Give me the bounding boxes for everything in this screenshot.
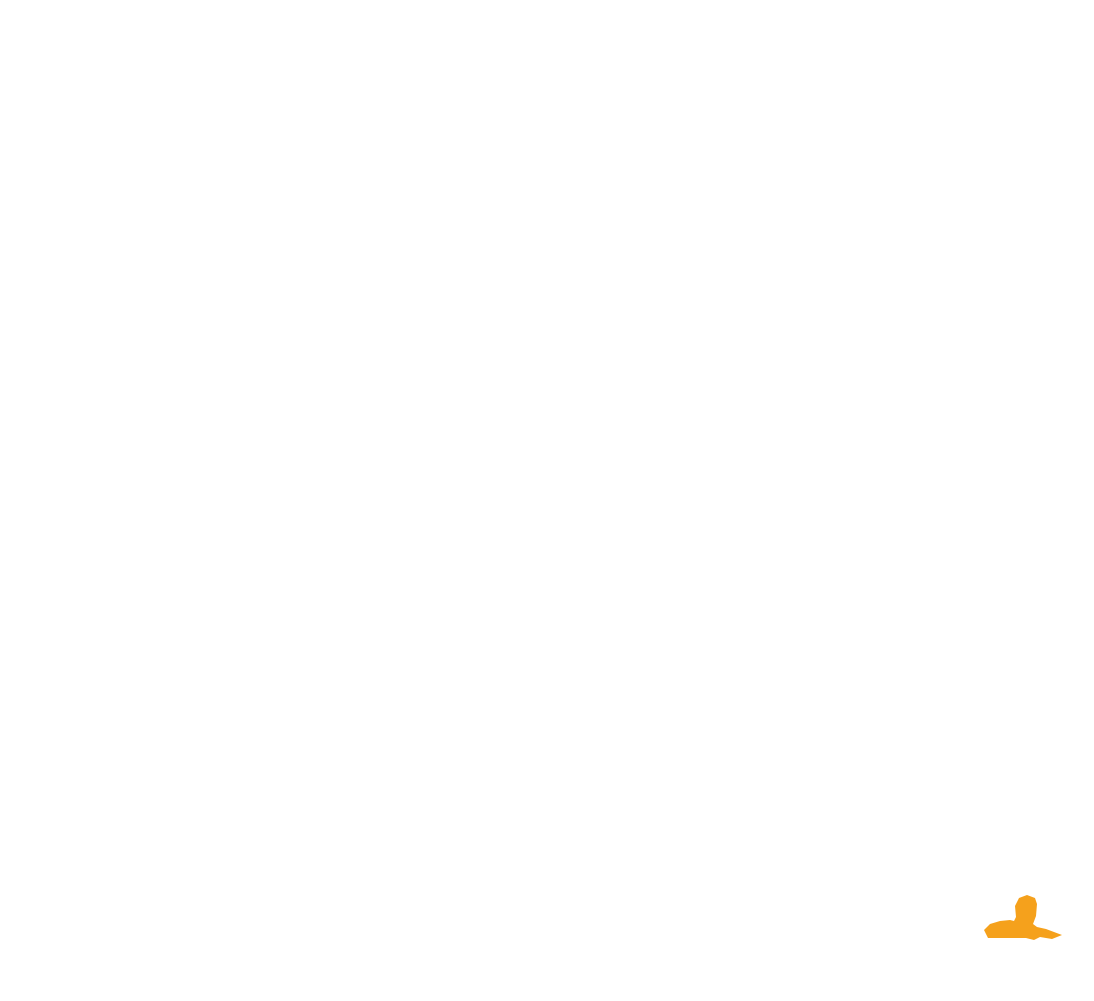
nys-mesonet-logo [980,890,1092,958]
ny-state-icon [984,895,1062,940]
